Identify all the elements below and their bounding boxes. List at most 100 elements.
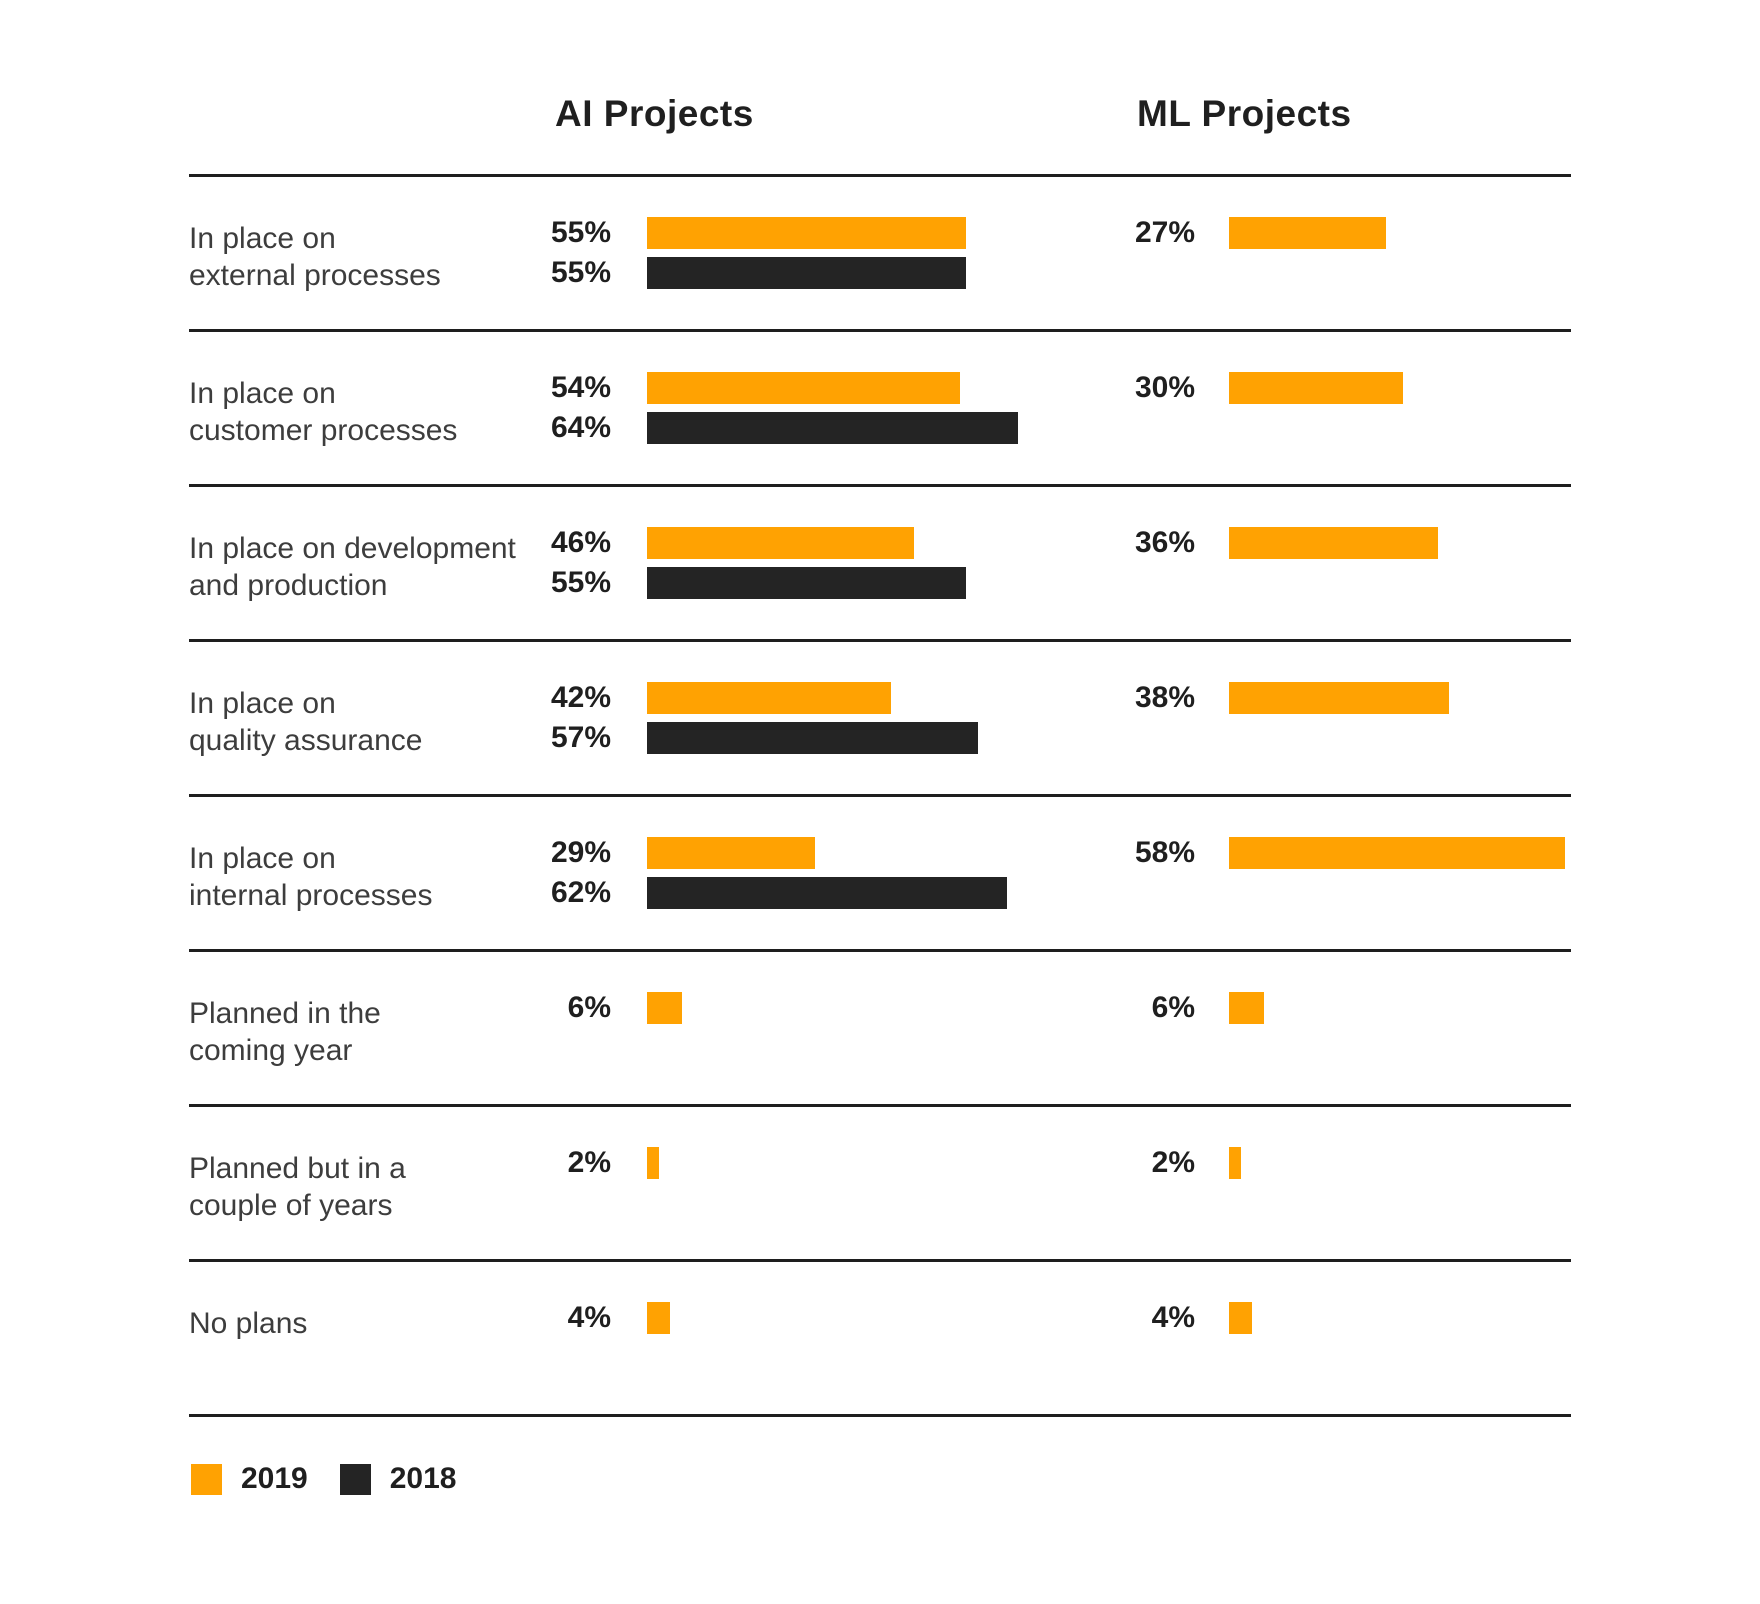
ai-2019-bar (647, 837, 816, 869)
ai-bars (611, 682, 1109, 754)
ai-2019-value: 46% (550, 526, 611, 559)
category-row: Planned but in a couple of years 2% 2% (189, 1104, 1571, 1259)
bottom-rule (189, 1414, 1571, 1417)
category-row: No plans 4% 4% (189, 1259, 1571, 1414)
category-label-line: In place on development (189, 532, 516, 565)
ai-projects-header: AI Projects (555, 93, 754, 134)
column-headers: AI Projects ML Projects (189, 0, 1571, 174)
ml-value-labels: 36% (1109, 527, 1195, 559)
ml-bars (1195, 1302, 1571, 1334)
ai-2019-bar (647, 992, 682, 1024)
category-label: Planned but in a couple of years (189, 1147, 529, 1224)
category-label-line: In place on (189, 842, 336, 875)
dual-bar-chart: AI Projects ML Projects In place on exter… (189, 0, 1571, 1496)
ai-2019-bar (647, 372, 961, 404)
ai-value-labels: 29% 62% (529, 837, 611, 909)
category-row: In place on external processes 55% 55% 27… (189, 174, 1571, 329)
category-row: In place on customer processes 54% 64% 30… (189, 329, 1571, 484)
ml-bars (1195, 837, 1571, 869)
category-label-line: internal processes (189, 879, 433, 912)
legend-swatch-2019 (191, 1463, 222, 1495)
ml-bars (1195, 992, 1571, 1024)
ml-value-labels: 38% (1109, 682, 1195, 714)
ml-2019-bar (1229, 372, 1403, 404)
ml-bars (1195, 682, 1571, 714)
ml-value-labels: 2% (1109, 1147, 1195, 1179)
ml-2019-bar (1229, 682, 1450, 714)
ml-2019-value: 30% (1134, 371, 1195, 404)
ai-2019-value: 42% (550, 681, 611, 714)
category-row: In place on internal processes 29% 62% 58… (189, 794, 1571, 949)
category-label: No plans (189, 1302, 529, 1342)
ai-value-labels: 6% (529, 992, 611, 1024)
category-label-line: quality assurance (189, 724, 423, 757)
ml-2019-value: 36% (1134, 526, 1195, 559)
ai-2018-bar (647, 877, 1007, 909)
ml-2019-bar (1229, 527, 1438, 559)
category-label-line: In place on (189, 687, 336, 720)
ai-bars (611, 837, 1109, 909)
ml-bars (1195, 372, 1571, 404)
ai-bars (611, 527, 1109, 599)
ai-value-labels: 55% 55% (529, 217, 611, 289)
ml-2019-value: 2% (1151, 1146, 1195, 1179)
ml-bars (1195, 217, 1571, 249)
ml-2019-bar (1229, 1147, 1241, 1179)
ai-bars (611, 1302, 1109, 1334)
ml-value-labels: 6% (1109, 992, 1195, 1024)
ai-2019-bar (647, 1302, 671, 1334)
category-label-line: and production (189, 569, 388, 602)
ai-value-labels: 2% (529, 1147, 611, 1179)
ml-2019-bar (1229, 1302, 1253, 1334)
ml-2019-value: 58% (1134, 836, 1195, 869)
ml-value-labels: 4% (1109, 1302, 1195, 1334)
ai-bars (611, 992, 1109, 1024)
ml-2019-value: 38% (1134, 681, 1195, 714)
ml-value-labels: 27% (1109, 217, 1195, 249)
ml-2019-value: 27% (1134, 216, 1195, 249)
category-label: In place on quality assurance (189, 682, 529, 759)
category-label-line: In place on (189, 222, 336, 255)
ai-2018-bar (647, 567, 966, 599)
ml-value-labels: 30% (1109, 372, 1195, 404)
ai-2019-bar (647, 217, 966, 249)
category-row: In place on development and production 46… (189, 484, 1571, 639)
ai-2018-bar (647, 722, 978, 754)
category-label: In place on customer processes (189, 372, 529, 449)
category-label-line: No plans (189, 1307, 308, 1340)
ai-2019-value: 2% (567, 1146, 611, 1179)
category-label-line: Planned in the (189, 997, 381, 1030)
ml-2019-bar (1229, 217, 1386, 249)
legend-swatch-2018 (339, 1463, 371, 1495)
ml-2019-bar (1229, 837, 1566, 869)
ai-2019-bar (647, 1147, 659, 1179)
ml-value-labels: 58% (1109, 837, 1195, 869)
ml-2019-value: 6% (1151, 991, 1195, 1024)
category-label-line: Planned but in a (189, 1152, 406, 1185)
ai-2019-value: 6% (567, 991, 611, 1024)
category-label: In place on internal processes (189, 837, 529, 914)
ai-value-labels: 54% 64% (529, 372, 611, 444)
category-row: Planned in the coming year 6% 6% (189, 949, 1571, 1104)
ml-2019-bar (1229, 992, 1264, 1024)
ai-2019-value: 55% (550, 216, 611, 249)
ai-bars (611, 1147, 1109, 1179)
ai-2019-bar (647, 682, 891, 714)
ai-2018-bar (647, 412, 1019, 444)
ai-2018-value: 55% (550, 256, 611, 289)
category-label: In place on external processes (189, 217, 529, 294)
ai-2019-value: 29% (550, 836, 611, 869)
legend-item-2019: 2019 (191, 1462, 308, 1496)
ai-2018-value: 55% (550, 566, 611, 599)
ml-bars (1195, 527, 1571, 559)
category-label-line: customer processes (189, 414, 458, 447)
category-label-line: couple of years (189, 1189, 393, 1222)
ai-bars (611, 372, 1109, 444)
ai-2019-value: 54% (550, 371, 611, 404)
category-label-line: coming year (189, 1034, 353, 1067)
legend-item-2018: 2018 (339, 1462, 457, 1496)
category-label-line: In place on (189, 377, 336, 410)
legend-label-2018: 2018 (389, 1462, 457, 1495)
ai-value-labels: 46% 55% (529, 527, 611, 599)
ai-2019-value: 4% (567, 1301, 611, 1334)
